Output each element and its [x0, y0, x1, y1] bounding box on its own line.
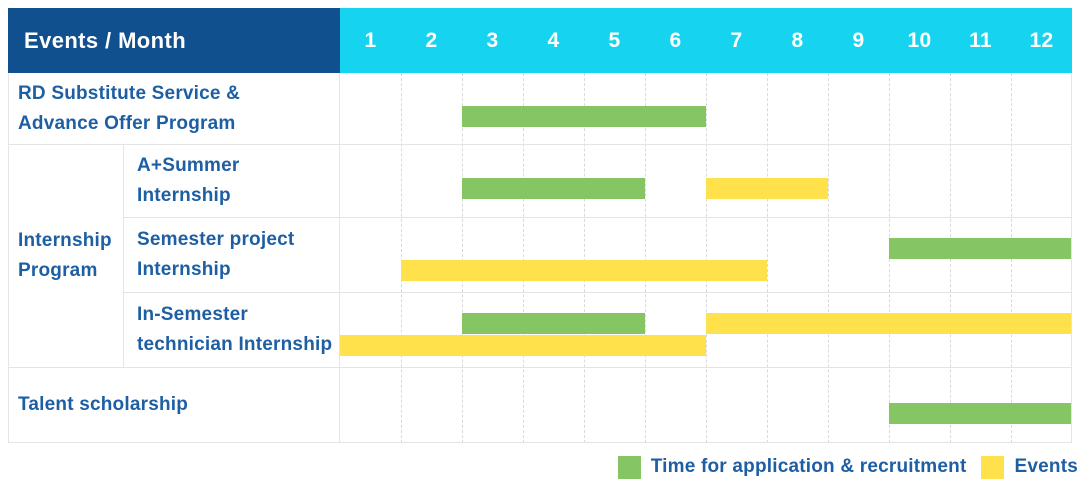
- table-header-row: Events / Month 1 2 3 4 5 6 7 8 9 10 11 12: [8, 8, 1072, 73]
- month-cell: 8: [791, 29, 804, 52]
- gantt-bar-application: [889, 237, 1072, 259]
- month-cell: 9: [852, 29, 865, 52]
- month-cell: 4: [547, 29, 560, 52]
- legend-label: Events: [1014, 456, 1078, 477]
- timeline-row: [340, 145, 1072, 218]
- month-cell: 12: [1029, 29, 1054, 52]
- gantt-bar-events: [706, 312, 1072, 334]
- timeline-row: [340, 293, 1072, 368]
- month-gridline: [828, 73, 829, 443]
- month-cell: 6: [669, 29, 682, 52]
- row-label: A+Summer Internship: [124, 145, 340, 218]
- row-label: Talent scholarship: [8, 368, 340, 443]
- month-gridline: [401, 73, 402, 443]
- month-cell: 10: [907, 29, 932, 52]
- month-cell: 7: [730, 29, 743, 52]
- events-month-header: Events / Month: [8, 8, 340, 73]
- month-gridline: [706, 73, 707, 443]
- legend-swatch-events: [981, 455, 1005, 479]
- month-cell: 5: [608, 29, 621, 52]
- gantt-table: Events / Month 1 2 3 4 5 6 7 8 9 10 11 12 Internshi…: [8, 8, 1072, 443]
- month-cell: 1: [364, 29, 377, 52]
- row-label: RD Substitute Service & Advance Offer Pr…: [8, 73, 340, 145]
- gantt-bar-events: [401, 260, 767, 281]
- row-label: Semester project Internship: [124, 218, 340, 293]
- gantt-bar-events: [340, 335, 706, 356]
- legend: Time for application & recruitment Events: [617, 452, 1078, 482]
- month-gridline: [462, 73, 463, 443]
- gantt-bar-application: [889, 402, 1072, 424]
- gantt-bar-application: [462, 105, 706, 127]
- month-gridline: [523, 73, 524, 443]
- month-gridline: [645, 73, 646, 443]
- legend-label: Time for application & recruitment: [650, 456, 967, 477]
- row-label: In-Semester technician Internship: [124, 293, 340, 368]
- table-body: Internship Program RD Substitute Service …: [8, 73, 1072, 443]
- legend-item-application: Time for application & recruitment: [617, 455, 967, 479]
- month-cell: 3: [486, 29, 499, 52]
- month-gridline: [767, 73, 768, 443]
- gantt-bar-application: [462, 178, 645, 200]
- month-header: 1 2 3 4 5 6 7 8 9 10 11 12: [340, 8, 1072, 73]
- gantt-bar-events: [706, 178, 828, 200]
- month-cell: 2: [425, 29, 438, 52]
- gantt-bar-application: [462, 312, 645, 334]
- legend-item-events: Events: [981, 455, 1078, 479]
- row-group-label: Internship Program: [8, 145, 124, 368]
- timeline-row: [340, 218, 1072, 293]
- timeline-row: [340, 73, 1072, 145]
- legend-swatch-application: [617, 455, 641, 479]
- month-cell: 11: [969, 29, 992, 52]
- month-gridline: [584, 73, 585, 443]
